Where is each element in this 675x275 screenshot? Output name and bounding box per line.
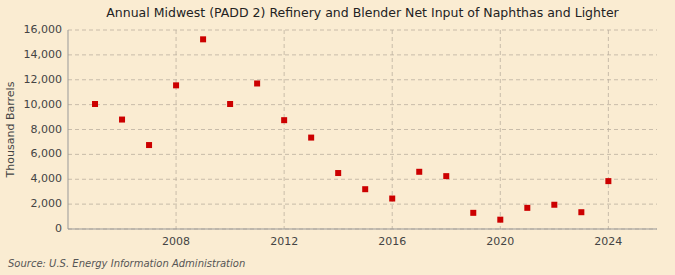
x-axis-line [68, 229, 657, 230]
y-axis-label: Thousand Barrels [4, 81, 17, 178]
x-grid-line [176, 30, 177, 229]
background [0, 0, 675, 275]
y-tick-label: 16,000 [24, 23, 63, 36]
y-tick-label: 4,000 [31, 172, 63, 185]
point [605, 178, 611, 184]
point [119, 117, 125, 123]
x-ticks: 2008 2012 2016 2020 2024 [162, 235, 622, 248]
point [443, 173, 449, 179]
point [146, 142, 152, 148]
point [497, 217, 503, 223]
point [254, 80, 260, 86]
x-tick-label: 2016 [378, 235, 406, 248]
y-grid-line [68, 30, 657, 31]
point [335, 170, 341, 176]
y-grid-line [68, 179, 657, 180]
point [416, 169, 422, 175]
y-tick-label: 8,000 [31, 123, 63, 136]
y-grid-line [68, 104, 657, 105]
grid [68, 30, 657, 229]
x-grid-line [500, 30, 501, 229]
point [578, 209, 584, 215]
x-grid-line [284, 30, 285, 229]
y-grid-line [68, 129, 657, 130]
y-grid-line [68, 154, 657, 155]
x-tick-label: 2008 [162, 235, 190, 248]
y-grid-line [68, 204, 657, 205]
x-tick-label: 2024 [594, 235, 622, 248]
x-grid-line [608, 30, 609, 229]
point [92, 101, 98, 107]
x-tick-label: 2012 [270, 235, 298, 248]
y-tick-label: 0 [55, 222, 62, 235]
title: Annual Midwest (PADD 2) Refinery and Ble… [106, 5, 619, 20]
y-tick-label: 12,000 [24, 73, 63, 86]
source-note: Source: U.S. Energy Information Administ… [8, 258, 245, 269]
y-grid-line [68, 229, 657, 230]
point [362, 186, 368, 192]
y-ticks: 0 2,000 4,000 6,000 8,000 10,000 12,000 14,000 1… [24, 23, 63, 235]
point [470, 210, 476, 216]
chart-container: 0 2,000 4,000 6,000 8,000 10,000 12,000 14,000 1… [0, 0, 675, 275]
points [92, 36, 611, 222]
y-grid-line [68, 54, 657, 55]
y-tick-label: 14,000 [24, 48, 63, 61]
point [173, 82, 179, 88]
chart-svg: 0 2,000 4,000 6,000 8,000 10,000 12,000 14,000 1… [0, 0, 675, 275]
y-tick-label: 10,000 [24, 98, 63, 111]
y-tick-label: 2,000 [31, 197, 63, 210]
point [200, 36, 206, 42]
point [227, 101, 233, 107]
y-tick-label: 6,000 [31, 147, 63, 160]
y-axis-line [68, 30, 69, 229]
point [308, 135, 314, 141]
point [281, 117, 287, 123]
point [551, 202, 557, 208]
y-grid-line [68, 79, 657, 80]
point [524, 205, 530, 211]
x-tick-label: 2020 [486, 235, 514, 248]
point [389, 196, 395, 202]
